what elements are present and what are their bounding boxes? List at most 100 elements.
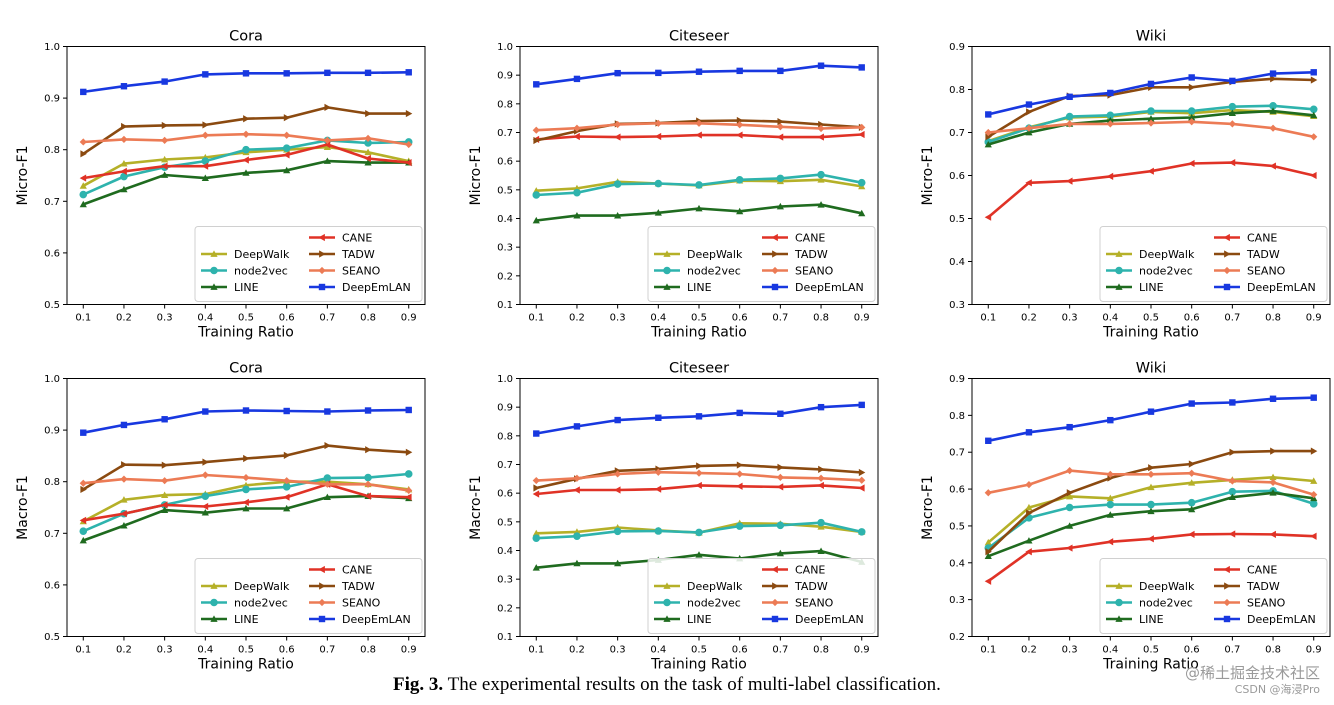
data-point-node2vec: [242, 485, 250, 494]
x-tick-label: 0.7: [772, 313, 788, 324]
data-point-node2vec: [282, 483, 291, 491]
legend-entry-seano: SEANO: [1214, 265, 1286, 278]
data-point-line: [364, 159, 372, 166]
data-point-cane: [573, 486, 580, 494]
data-point-deepemlan: [736, 409, 743, 417]
series-node2vec: [532, 518, 866, 542]
x-tick-label: 0.3: [610, 313, 626, 324]
x-tick-label: 0.9: [1306, 645, 1322, 656]
data-point-deepemlan: [283, 407, 290, 415]
data-point-deepwalk: [1066, 492, 1074, 500]
legend-marker: [663, 582, 671, 589]
x-tick-label: 0.5: [238, 313, 254, 324]
data-point-cane: [817, 481, 824, 490]
data-point-line: [1147, 507, 1155, 515]
legend-entry-seano: SEANO: [762, 265, 834, 278]
data-point-deepemlan: [324, 69, 331, 77]
data-point-tadw: [1188, 460, 1196, 468]
y-tick-label: 0.5: [497, 185, 513, 196]
data-point-tadw: [858, 468, 866, 477]
legend-marker: [1224, 582, 1231, 590]
legend-marker: [1115, 615, 1123, 622]
x-tick-label: 0.4: [1102, 645, 1118, 656]
data-point-deepwalk: [817, 176, 825, 183]
legend-label: CANE: [1247, 564, 1277, 577]
data-point-deepwalk: [161, 155, 169, 163]
data-point-cane: [695, 131, 702, 139]
data-point-line: [1106, 511, 1114, 518]
y-tick-label: 0.5: [497, 517, 513, 528]
series-seano: [79, 471, 413, 495]
data-point-deepemlan: [80, 88, 87, 96]
data-point-seano: [695, 119, 703, 127]
data-point-node2vec: [79, 527, 88, 536]
y-tick-label: 1.0: [44, 374, 60, 385]
data-point-tadw: [405, 109, 413, 118]
data-point-seano: [1147, 470, 1155, 478]
legend-label: node2vec: [1139, 597, 1193, 610]
data-point-deepemlan: [405, 69, 412, 76]
data-point-seano: [201, 471, 209, 479]
data-point-tadw: [324, 103, 331, 111]
data-point-deepemlan: [364, 69, 372, 77]
data-point-deepemlan: [405, 406, 412, 414]
data-point-deepemlan: [120, 83, 128, 90]
data-point-deepemlan: [655, 69, 662, 77]
data-point-cane: [532, 490, 540, 498]
series-seano: [532, 119, 866, 134]
data-point-tadw: [365, 446, 372, 454]
data-point-tadw: [533, 136, 540, 145]
data-point-cane: [1147, 535, 1154, 543]
data-point-deepemlan: [614, 416, 621, 424]
legend-label: node2vec: [234, 265, 288, 278]
x-tick-label: 0.2: [116, 645, 132, 656]
data-point-tadw: [777, 463, 784, 471]
data-point-tadw: [818, 465, 825, 473]
data-point-deepemlan: [573, 423, 581, 430]
y-tick-label: 0.8: [949, 411, 965, 422]
data-point-seano: [614, 120, 622, 129]
legend-marker: [210, 266, 218, 275]
data-point-line: [1188, 505, 1196, 513]
data-point-tadw: [1026, 509, 1033, 517]
data-point-tadw: [696, 462, 703, 470]
x-tick-label: 0.3: [1062, 313, 1078, 324]
data-point-node2vec: [79, 190, 88, 199]
y-tick-label: 0.7: [44, 197, 60, 208]
data-point-deepwalk: [79, 182, 87, 189]
legend-marker: [772, 582, 779, 590]
legend-marker: [210, 283, 218, 290]
data-point-deepemlan: [573, 75, 581, 83]
data-point-line: [1228, 493, 1236, 501]
data-point-cane: [120, 510, 127, 518]
x-axis-label: Training Ratio: [1102, 325, 1199, 341]
legend-entry-deepwalk: DeepWalk: [201, 248, 290, 261]
legend-entry-deepemlan: DeepEmLAN: [309, 281, 411, 294]
x-tick-label: 0.5: [1143, 645, 1159, 656]
y-tick-label: 0.8: [44, 145, 60, 156]
data-point-cane: [201, 162, 209, 170]
legend-marker: [1223, 615, 1231, 623]
chart-title: Wiki: [1136, 29, 1166, 45]
data-point-seano: [817, 124, 825, 133]
legend-entry-tadw: TADW: [309, 580, 375, 593]
y-tick-label: 0.3: [497, 243, 513, 254]
data-point-cane: [736, 131, 743, 139]
legend-entry-line: LINE: [1106, 613, 1164, 626]
series-line: [79, 157, 413, 208]
x-tick-label: 0.4: [197, 313, 213, 324]
chart-macro-f1-citeseer: Citeseer 0.1 0.2 0.3 0.4 0.5 0.6 0.7 0.8 0.9 1.0 0.…: [468, 361, 879, 673]
data-point-line: [242, 504, 250, 512]
data-point-cane: [1269, 162, 1276, 170]
series-cane: [79, 140, 412, 182]
data-point-seano: [1310, 491, 1318, 499]
data-point-cane: [573, 132, 580, 141]
y-tick-label: 0.4: [949, 257, 965, 268]
legend-label: DeepWalk: [234, 580, 290, 593]
data-point-cane: [79, 174, 87, 182]
legend-marker: [1223, 233, 1230, 242]
data-point-seano: [573, 474, 581, 482]
data-point-cane: [161, 501, 168, 509]
x-tick-label: 0.7: [1224, 313, 1240, 324]
series-seano: [984, 118, 1318, 141]
